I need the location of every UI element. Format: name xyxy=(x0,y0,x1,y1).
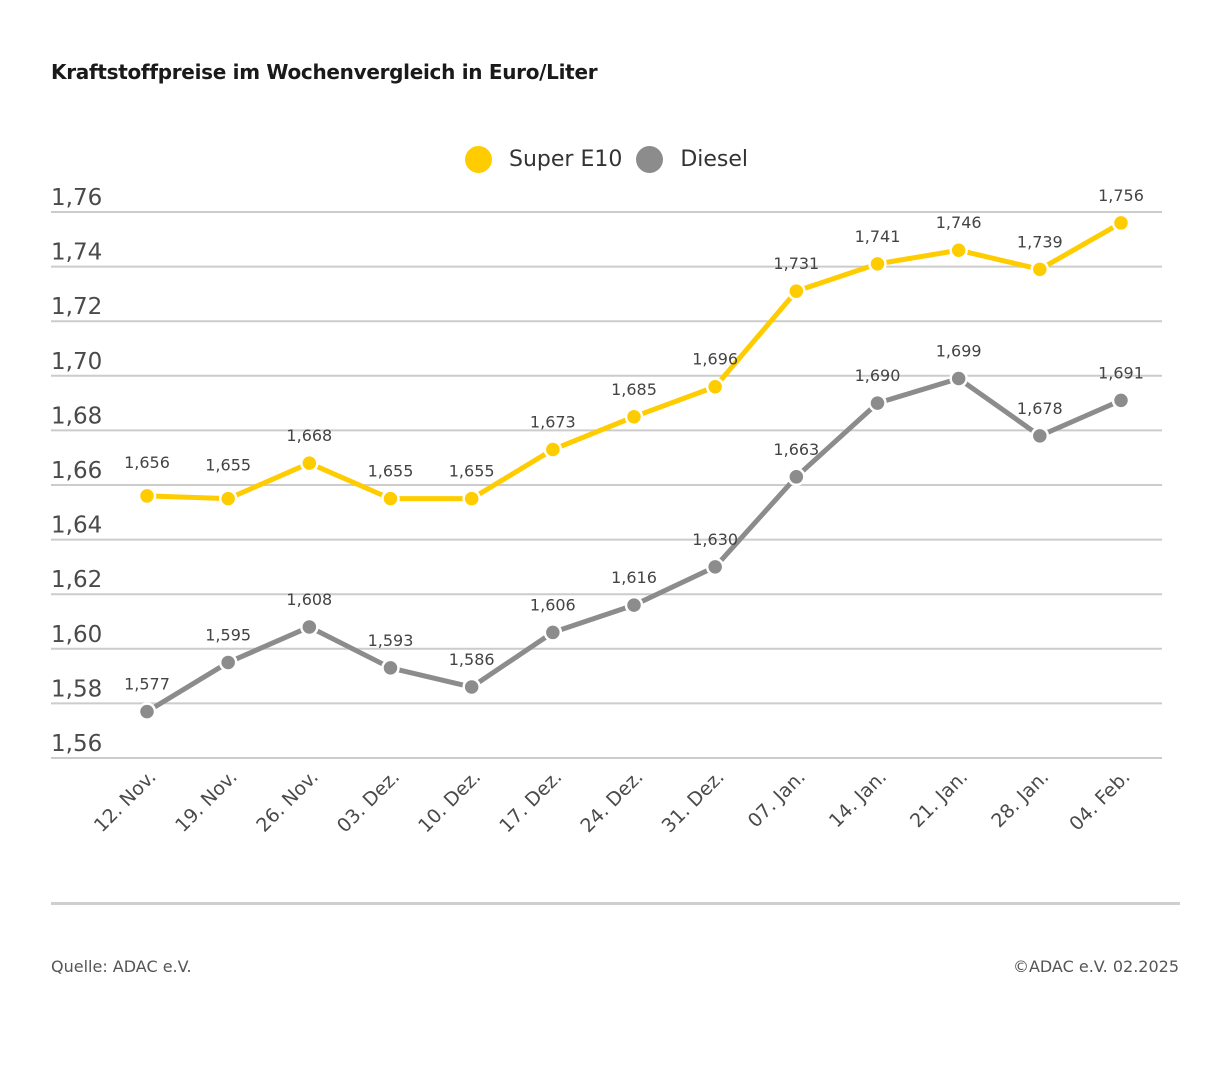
data-label: 1,630 xyxy=(692,530,738,549)
data-label: 1,756 xyxy=(1098,186,1144,205)
data-label: 1,746 xyxy=(936,213,982,232)
y-tick-label: 1,66 xyxy=(51,458,102,484)
data-point xyxy=(137,702,157,721)
data-point xyxy=(543,440,563,459)
data-point xyxy=(949,240,968,260)
legend-marker-diesel xyxy=(636,146,664,173)
data-label: 1,663 xyxy=(773,440,819,459)
y-tick-label: 1,68 xyxy=(51,403,102,429)
data-point xyxy=(543,623,563,642)
data-label: 1,668 xyxy=(286,426,332,445)
data-label: 1,655 xyxy=(368,462,414,481)
data-point xyxy=(705,557,725,577)
data-label: 1,741 xyxy=(855,227,901,246)
y-tick-label: 1,60 xyxy=(51,622,102,648)
data-point xyxy=(462,489,481,508)
data-point xyxy=(624,407,644,426)
data-points xyxy=(137,213,1131,721)
x-tick-label: 21. Jan. xyxy=(906,766,972,832)
data-label: 1,656 xyxy=(124,453,170,472)
gridlines xyxy=(51,211,1162,759)
data-point xyxy=(1111,213,1131,233)
data-point xyxy=(218,489,238,508)
x-tick-label: 24. Dez. xyxy=(576,766,647,837)
y-tick-label: 1,56 xyxy=(51,731,102,757)
data-label: 1,595 xyxy=(205,625,251,644)
legend-marker-super-e10 xyxy=(465,146,492,173)
data-label: 1,577 xyxy=(124,675,170,694)
x-tick-label: 31. Dez. xyxy=(658,766,729,837)
x-tick-label: 03. Dez. xyxy=(333,766,404,837)
data-point xyxy=(300,453,319,473)
y-axis-ticks: 1,76 1,74 1,72 1,70 1,68 1,66 1,64 1,62 1,60 1,58… xyxy=(51,185,102,757)
data-label: 1,691 xyxy=(1098,363,1144,382)
data-label: 1,673 xyxy=(530,413,576,432)
chart-legend: Super E10 Diesel xyxy=(465,146,762,173)
x-tick-label: 26. Nov. xyxy=(252,766,323,837)
data-label: 1,655 xyxy=(449,462,495,481)
copyright-note: ©ADAC e.V. 02.2025 xyxy=(1012,957,1179,976)
x-tick-label: 12. Nov. xyxy=(90,766,161,837)
data-point xyxy=(624,595,644,615)
data-label: 1,608 xyxy=(286,590,332,609)
y-tick-label: 1,72 xyxy=(51,294,102,320)
data-point xyxy=(300,617,319,637)
data-point xyxy=(137,486,157,506)
data-label: 1,739 xyxy=(1017,232,1063,251)
x-tick-label: 14. Jan. xyxy=(825,766,891,832)
data-label: 1,606 xyxy=(530,595,576,614)
x-tick-label: 10. Dez. xyxy=(414,766,485,837)
data-point xyxy=(1030,426,1050,446)
data-label: 1,699 xyxy=(936,342,982,361)
y-tick-label: 1,64 xyxy=(51,513,102,539)
data-point xyxy=(1111,391,1131,410)
data-label: 1,593 xyxy=(368,631,414,650)
data-point xyxy=(787,467,806,487)
line-chart: 1,76 1,74 1,72 1,70 1,68 1,66 1,64 1,62 1,60 1,58… xyxy=(51,185,1162,837)
data-label: 1,731 xyxy=(773,254,819,273)
footer-divider xyxy=(51,902,1180,905)
chart-title: Kraftstoffpreise im Wochenvergleich in E… xyxy=(51,60,598,84)
legend-item-super-e10: Super E10 xyxy=(465,146,622,173)
data-label: 1,696 xyxy=(692,350,738,369)
legend-label-diesel: Diesel xyxy=(680,147,749,172)
y-tick-label: 1,62 xyxy=(51,567,102,593)
source-note: Quelle: ADAC e.V. xyxy=(51,957,192,976)
data-point xyxy=(787,281,806,301)
x-axis-ticks: 12. Nov. 19. Nov. 26. Nov. 03. Dez. 10. Dez.… xyxy=(90,766,1135,837)
y-tick-label: 1,58 xyxy=(51,676,102,702)
x-tick-label: 19. Nov. xyxy=(171,766,242,837)
series-lines xyxy=(144,220,1124,715)
data-label: 1,586 xyxy=(449,650,495,669)
y-tick-label: 1,76 xyxy=(51,185,102,211)
legend-item-diesel: Diesel xyxy=(636,146,748,173)
data-point xyxy=(381,658,400,678)
data-label: 1,655 xyxy=(205,456,251,475)
data-label: 1,690 xyxy=(855,366,901,385)
data-label: 1,616 xyxy=(611,568,657,587)
data-label: 1,678 xyxy=(1017,399,1063,418)
x-tick-label: 04. Feb. xyxy=(1065,766,1134,835)
data-point xyxy=(868,254,887,274)
y-tick-label: 1,70 xyxy=(51,349,102,375)
data-point xyxy=(1030,260,1050,279)
data-point xyxy=(218,653,238,672)
x-tick-label: 17. Dez. xyxy=(495,766,566,837)
series-line-super-e10 xyxy=(144,220,1124,502)
x-tick-label: 07. Jan. xyxy=(744,766,810,832)
data-point xyxy=(949,369,968,388)
data-point xyxy=(705,377,725,396)
data-point xyxy=(868,393,887,413)
data-label: 1,685 xyxy=(611,380,657,399)
y-tick-label: 1,74 xyxy=(51,240,102,266)
data-point xyxy=(381,489,400,508)
legend-label-super-e10: Super E10 xyxy=(509,147,623,172)
data-point xyxy=(462,677,481,697)
data-labels: 1,656 1,655 1,668 1,655 1,655 1,673 1,685 1,696… xyxy=(124,186,1144,694)
x-tick-label: 28. Jan. xyxy=(987,766,1053,832)
